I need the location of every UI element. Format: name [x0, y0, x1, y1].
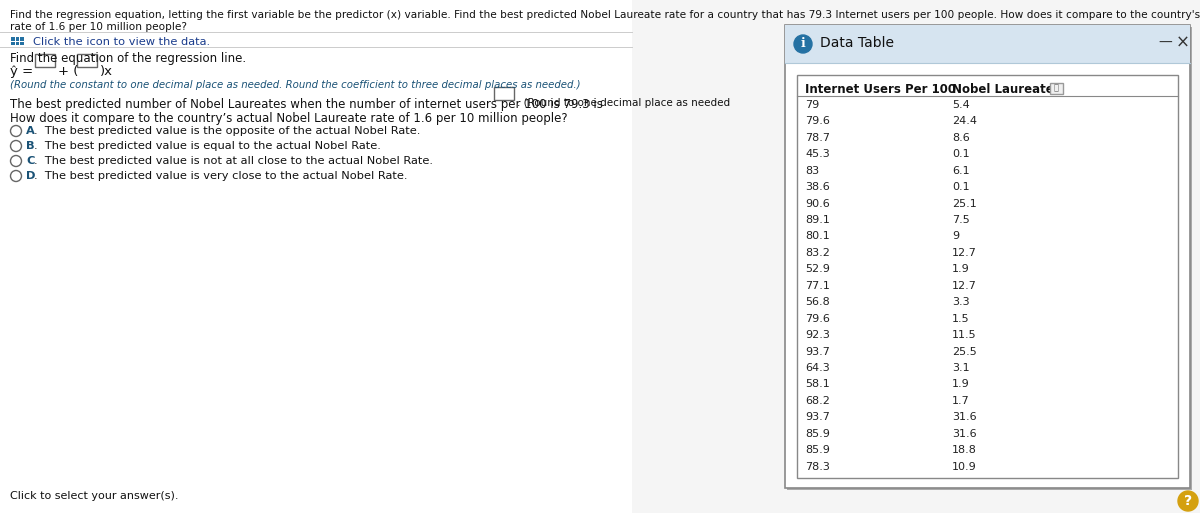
Text: 77.1: 77.1: [805, 281, 830, 291]
Text: 24.4: 24.4: [952, 116, 977, 126]
Bar: [785, 25, 1190, 63]
Text: How does it compare to the country’s actual Nobel Laureate rate of 1.6 per 10 mi: How does it compare to the country’s act…: [10, 112, 568, 125]
Bar: [11, 42, 14, 45]
Text: 78.7: 78.7: [805, 133, 830, 143]
Text: Data Table: Data Table: [820, 36, 894, 50]
Circle shape: [11, 141, 22, 151]
Bar: [35, 54, 55, 67]
Bar: [0, 0, 632, 513]
Text: 45.3: 45.3: [805, 149, 829, 160]
Text: )x: )x: [100, 65, 113, 78]
Text: 80.1: 80.1: [805, 231, 829, 242]
Text: 1.5: 1.5: [952, 313, 970, 324]
Bar: [77, 54, 97, 67]
Text: 78.3: 78.3: [805, 462, 830, 471]
Bar: [16, 37, 19, 41]
Text: 89.1: 89.1: [805, 215, 830, 225]
Bar: [785, 25, 1190, 488]
Text: Find the equation of the regression line.: Find the equation of the regression line…: [10, 52, 246, 65]
Text: .  The best predicted value is the opposite of the actual Nobel Rate.: . The best predicted value is the opposi…: [34, 126, 420, 136]
Text: .  The best predicted value is very close to the actual Nobel Rate.: . The best predicted value is very close…: [34, 171, 408, 181]
Text: 10.9: 10.9: [952, 462, 977, 471]
Text: .  The best predicted value is not at all close to the actual Nobel Rate.: . The best predicted value is not at all…: [34, 156, 433, 166]
Text: 93.7: 93.7: [805, 412, 830, 422]
Text: 25.5: 25.5: [952, 346, 977, 357]
Text: C: C: [26, 156, 35, 166]
Text: 7.5: 7.5: [952, 215, 970, 225]
Text: ×: ×: [1176, 34, 1190, 52]
Circle shape: [11, 126, 22, 136]
Text: 58.1: 58.1: [805, 380, 829, 389]
Text: ŷ =: ŷ =: [10, 65, 34, 78]
Text: ⎙: ⎙: [1054, 84, 1058, 92]
Text: 90.6: 90.6: [805, 199, 829, 209]
Text: 1.9: 1.9: [952, 380, 970, 389]
Text: 31.6: 31.6: [952, 429, 977, 439]
Bar: [20, 42, 24, 45]
Text: . (Round to one decimal place as needed: . (Round to one decimal place as needed: [517, 98, 730, 108]
Text: 85.9: 85.9: [805, 445, 830, 455]
Text: 3.3: 3.3: [952, 297, 970, 307]
Text: A: A: [26, 126, 35, 136]
Text: 0.1: 0.1: [952, 182, 970, 192]
Text: 83.2: 83.2: [805, 248, 830, 258]
Bar: [494, 87, 514, 100]
Circle shape: [794, 35, 812, 53]
Text: + (: + (: [58, 65, 78, 78]
Bar: [787, 27, 1192, 490]
Text: B: B: [26, 141, 35, 151]
Text: 83: 83: [805, 166, 820, 176]
Text: 6.1: 6.1: [952, 166, 970, 176]
Text: 56.8: 56.8: [805, 297, 829, 307]
Text: 18.8: 18.8: [952, 445, 977, 455]
Text: 68.2: 68.2: [805, 396, 830, 406]
Text: Internet Users Per 100: Internet Users Per 100: [805, 83, 956, 96]
Text: 79.6: 79.6: [805, 116, 830, 126]
Text: 79: 79: [805, 100, 820, 110]
Text: rate of 1.6 per 10 million people?: rate of 1.6 per 10 million people?: [10, 22, 187, 32]
Text: Click the icon to view the data.: Click the icon to view the data.: [34, 37, 210, 47]
Text: 1.9: 1.9: [952, 264, 970, 274]
Text: 9: 9: [952, 231, 959, 242]
Text: D: D: [26, 171, 36, 181]
Text: .  The best predicted value is equal to the actual Nobel Rate.: . The best predicted value is equal to t…: [34, 141, 380, 151]
Text: —: —: [1158, 36, 1171, 50]
Text: 3.1: 3.1: [952, 363, 970, 373]
Text: ?: ?: [1184, 494, 1192, 508]
Circle shape: [1178, 491, 1198, 511]
Circle shape: [11, 155, 22, 167]
Text: 93.7: 93.7: [805, 346, 830, 357]
Text: 1.7: 1.7: [952, 396, 970, 406]
Bar: [20, 37, 24, 41]
Text: i: i: [800, 37, 805, 50]
Text: (Round the constant to one decimal place as needed. Round the coefficient to thr: (Round the constant to one decimal place…: [10, 80, 581, 90]
Text: 12.7: 12.7: [952, 248, 977, 258]
Bar: [11, 37, 14, 41]
Circle shape: [11, 170, 22, 182]
Text: 52.9: 52.9: [805, 264, 830, 274]
Text: 12.7: 12.7: [952, 281, 977, 291]
Text: 8.6: 8.6: [952, 133, 970, 143]
Text: 92.3: 92.3: [805, 330, 830, 340]
Text: 79.6: 79.6: [805, 313, 830, 324]
Text: Nobel Laureates: Nobel Laureates: [952, 83, 1061, 96]
Text: The best predicted number of Nobel Laureates when the number of internet users p: The best predicted number of Nobel Laure…: [10, 98, 602, 111]
Bar: [797, 75, 1178, 478]
Text: 5.4: 5.4: [952, 100, 970, 110]
Text: 25.1: 25.1: [952, 199, 977, 209]
Text: 0.1: 0.1: [952, 149, 970, 160]
Bar: [1050, 83, 1063, 94]
Text: 38.6: 38.6: [805, 182, 829, 192]
Text: 85.9: 85.9: [805, 429, 830, 439]
Text: 31.6: 31.6: [952, 412, 977, 422]
Text: 11.5: 11.5: [952, 330, 977, 340]
Bar: [16, 42, 19, 45]
Text: 64.3: 64.3: [805, 363, 829, 373]
Text: Find the regression equation, letting the first variable be the predictor (x) va: Find the regression equation, letting th…: [10, 10, 1200, 20]
Text: Click to select your answer(s).: Click to select your answer(s).: [10, 491, 179, 501]
